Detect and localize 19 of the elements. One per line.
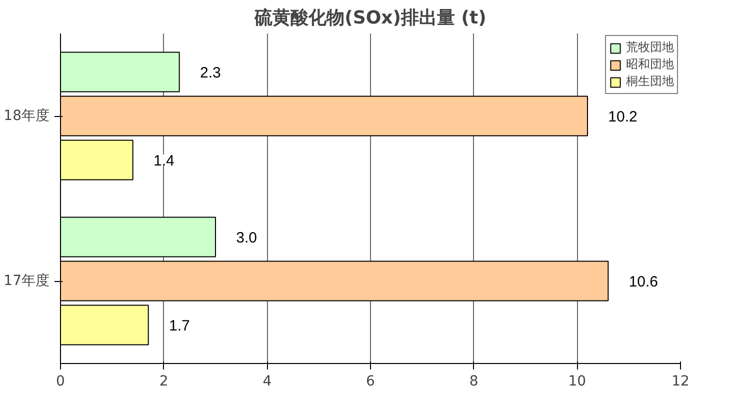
text: 1.7 bbox=[169, 318, 190, 334]
x-tick-label: 4 bbox=[262, 374, 272, 390]
y-tick-label: 18年度 bbox=[4, 108, 50, 124]
x-tick-label: 8 bbox=[469, 374, 478, 390]
y-tick-label: 17年度 bbox=[4, 273, 50, 289]
x-tick-label: 2 bbox=[159, 374, 168, 390]
x-tick-label: 10 bbox=[568, 374, 586, 390]
text: 10.2 bbox=[608, 108, 638, 126]
text: 10.6 bbox=[628, 274, 658, 290]
text: 3.0 bbox=[236, 230, 258, 246]
legend-label: 桐生団地 bbox=[626, 73, 674, 90]
legend-label: 昭和団地 bbox=[626, 56, 674, 73]
x-tick-label: 12 bbox=[672, 374, 690, 390]
text: 2.3 bbox=[200, 64, 221, 82]
x-tick-label: 0 bbox=[56, 374, 65, 390]
legend-label: 荒牧団地 bbox=[626, 39, 674, 56]
chart-title: 硫黄酸化物(SOx)排出量 (t) bbox=[254, 8, 486, 28]
x-tick-label: 6 bbox=[366, 374, 376, 390]
text: 1.4 bbox=[154, 152, 174, 170]
